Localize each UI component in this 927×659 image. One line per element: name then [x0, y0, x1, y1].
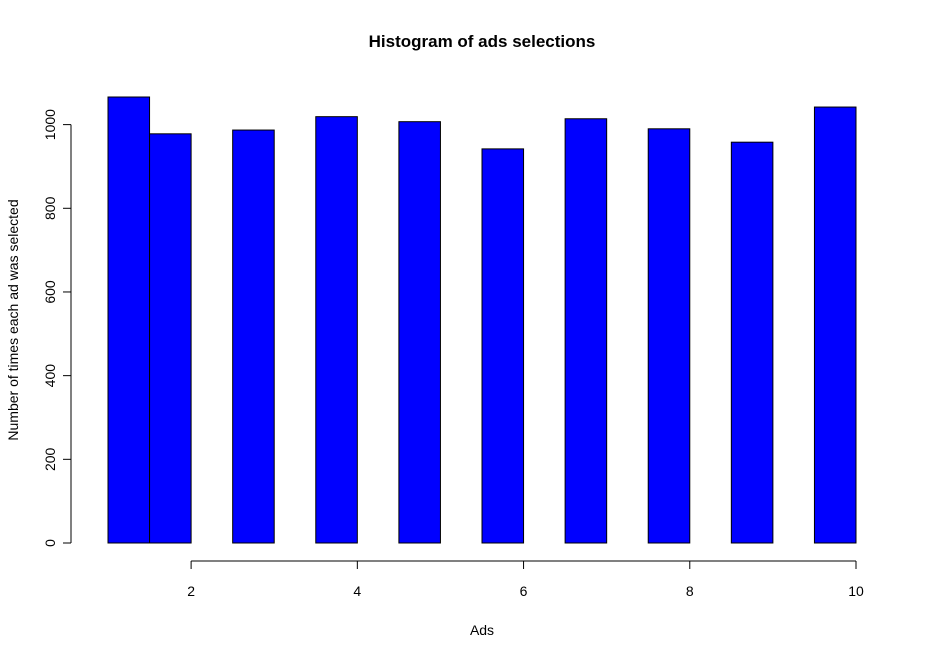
chart-title: Histogram of ads selections: [369, 32, 596, 51]
x-tick-label: 2: [187, 583, 195, 599]
histogram-bar: [398, 121, 441, 544]
histogram-bar: [481, 148, 525, 544]
histogram-bar: [315, 116, 358, 544]
histogram-bar: [730, 141, 774, 544]
y-axis-label: Number of times each ad was selected: [5, 199, 21, 440]
y-tick-label: 0: [42, 539, 58, 547]
histogram-bar: [564, 118, 608, 544]
histogram-bar: [232, 129, 275, 544]
x-axis: 2 4 6 8 10: [187, 560, 864, 599]
histogram-bar: [107, 96, 151, 544]
histogram-bar: [813, 106, 857, 544]
histogram-bar: [647, 128, 691, 544]
y-axis: 0 200 400 600 800 1000: [42, 109, 72, 547]
x-tick-label: 4: [353, 583, 361, 599]
y-tick-label: 600: [42, 280, 58, 304]
y-tick-label: 800: [42, 196, 58, 220]
x-tick-label: 10: [848, 583, 864, 599]
x-axis-label: Ads: [470, 622, 494, 638]
x-tick-label: 6: [520, 583, 528, 599]
y-tick-label: 200: [42, 447, 58, 471]
bars-group: [107, 96, 857, 544]
x-tick-label: 8: [686, 583, 694, 599]
histogram-bar: [149, 133, 192, 544]
y-tick-label: 1000: [42, 109, 58, 140]
y-tick-label: 400: [42, 364, 58, 388]
